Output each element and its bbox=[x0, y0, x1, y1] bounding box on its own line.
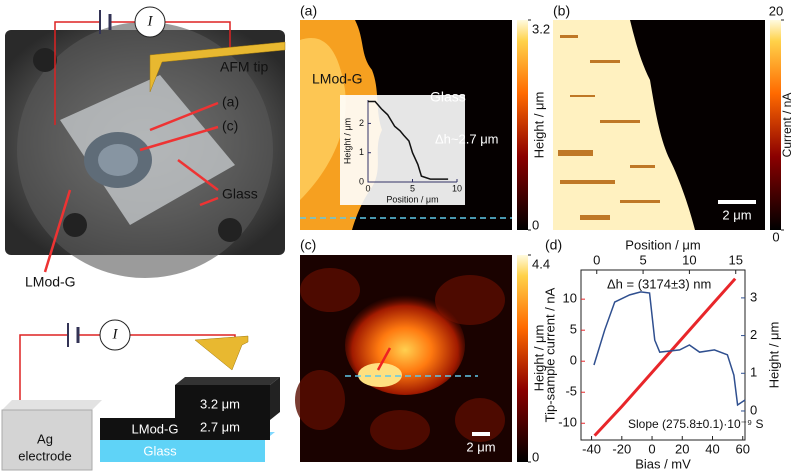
thickness-label: 3.2 μm bbox=[200, 396, 240, 411]
x-tick-label: 0 bbox=[648, 441, 655, 456]
colorbar-tick-label: 20 bbox=[769, 3, 783, 18]
x-tick-label: 60 bbox=[735, 441, 749, 456]
substrate-label: Glass bbox=[143, 443, 177, 458]
inset-tick-label: 1 bbox=[359, 147, 364, 157]
x-tick-label: -20 bbox=[612, 441, 631, 456]
tip-label: AFM tip bbox=[220, 59, 268, 75]
y2-tick-label: 2 bbox=[750, 327, 757, 342]
x2-axis-label: Position / μm bbox=[625, 237, 700, 252]
inset-tick-label: 0 bbox=[365, 183, 370, 193]
colorbar-tick-label: 3.2 bbox=[532, 21, 550, 36]
panel-label: (d) bbox=[545, 237, 562, 253]
panel-c: (c) 2 μm 4.4 0 Height / μm bbox=[295, 237, 550, 464]
colorbar-tick-label: 0 bbox=[532, 217, 539, 232]
colorbar-tick-label: 0 bbox=[772, 229, 779, 244]
inset-tick-label: 10 bbox=[452, 183, 462, 193]
annotation: Δh = (3174±3) nm bbox=[607, 276, 711, 291]
inset-axis-label: Height / μm bbox=[342, 118, 352, 164]
electrode-label: electrode bbox=[18, 448, 71, 463]
colorbar-label: Current / nA bbox=[780, 93, 792, 158]
series-line bbox=[593, 277, 737, 437]
panel-label: (c) bbox=[300, 237, 316, 253]
panel-label: (a) bbox=[300, 3, 317, 19]
sample-label: LMod-G bbox=[25, 274, 76, 290]
scale-bar-label: 2 μm bbox=[722, 207, 751, 222]
x2-tick-label: 10 bbox=[682, 252, 696, 267]
glass-label: Glass bbox=[222, 186, 258, 202]
y2-tick-label: 0 bbox=[750, 402, 757, 417]
y-tick-label: -10 bbox=[558, 415, 577, 430]
electrode-label: Ag bbox=[37, 431, 53, 446]
scale-bar-label: 2 μm bbox=[466, 439, 495, 454]
y2-tick-label: 1 bbox=[750, 365, 757, 380]
photo-panel: I AFM tip (a) (c) Glass LMod-G bbox=[5, 6, 286, 290]
panel-d: (d) -40 -20 0 20 40 60 0 5 10 15 -10 -5 0 5 10 0 1 2 3 Bias… bbox=[542, 237, 781, 472]
x-tick-label: 40 bbox=[705, 441, 719, 456]
x2-tick-label: 0 bbox=[593, 252, 600, 267]
mark-label: (c) bbox=[222, 118, 238, 134]
inset-tick-label: 5 bbox=[410, 183, 415, 193]
inset-line bbox=[368, 100, 449, 180]
y2-axis-label: Height / μm bbox=[766, 322, 781, 389]
colorbar-label: Height / μm bbox=[531, 92, 546, 159]
y-tick-label: 5 bbox=[570, 322, 577, 337]
inset-tick-label: 0 bbox=[359, 176, 364, 186]
current-symbol: I bbox=[147, 13, 154, 29]
inset-plot: 0 5 10 0 1 2 Position / μm Height / μm bbox=[340, 95, 465, 205]
annotation: Slope (275.8±0.1)·10⁻⁹ S bbox=[628, 417, 763, 431]
inset-annotation: Δh~2.7 μm bbox=[435, 131, 499, 146]
y-tick-label: -5 bbox=[565, 384, 577, 399]
series-line bbox=[593, 291, 746, 407]
colorbar-tick-label: 0 bbox=[532, 449, 539, 464]
y2-tick-label: 3 bbox=[750, 289, 757, 304]
thickness-label: 2.7 μm bbox=[200, 419, 240, 434]
y-tick-label: 10 bbox=[563, 291, 577, 306]
current-symbol: I bbox=[112, 326, 119, 342]
region-label: LMod-G bbox=[312, 71, 363, 87]
x2-tick-label: 5 bbox=[639, 252, 646, 267]
y-tick-label: 0 bbox=[570, 353, 577, 368]
layer-label: LMod-G bbox=[132, 421, 179, 436]
y-axis-label: Tip-sample current / nA bbox=[542, 287, 557, 422]
x2-tick-label: 15 bbox=[729, 252, 743, 267]
colorbar-label: Height / μm bbox=[531, 325, 546, 392]
mark-label: (a) bbox=[222, 94, 239, 110]
panel-b: (b) 2 μm 20 20 0 Current / nA bbox=[553, 3, 792, 244]
panel-label: (b) bbox=[553, 3, 570, 19]
schematic: I 3.2 μm 2.7 μm LMod-G Glass Ag electrod… bbox=[1, 319, 280, 471]
colorbar-tick-label: 4.4 bbox=[532, 256, 550, 271]
inset-tick-label: 2 bbox=[359, 118, 364, 128]
x-axis-label: Bias / mV bbox=[635, 456, 691, 471]
inset-background bbox=[340, 95, 465, 205]
x-tick-label: -40 bbox=[582, 441, 601, 456]
x-tick-label: 20 bbox=[675, 441, 689, 456]
plot-frame bbox=[580, 269, 746, 441]
inset-axis-label: Position / μm bbox=[386, 194, 438, 204]
